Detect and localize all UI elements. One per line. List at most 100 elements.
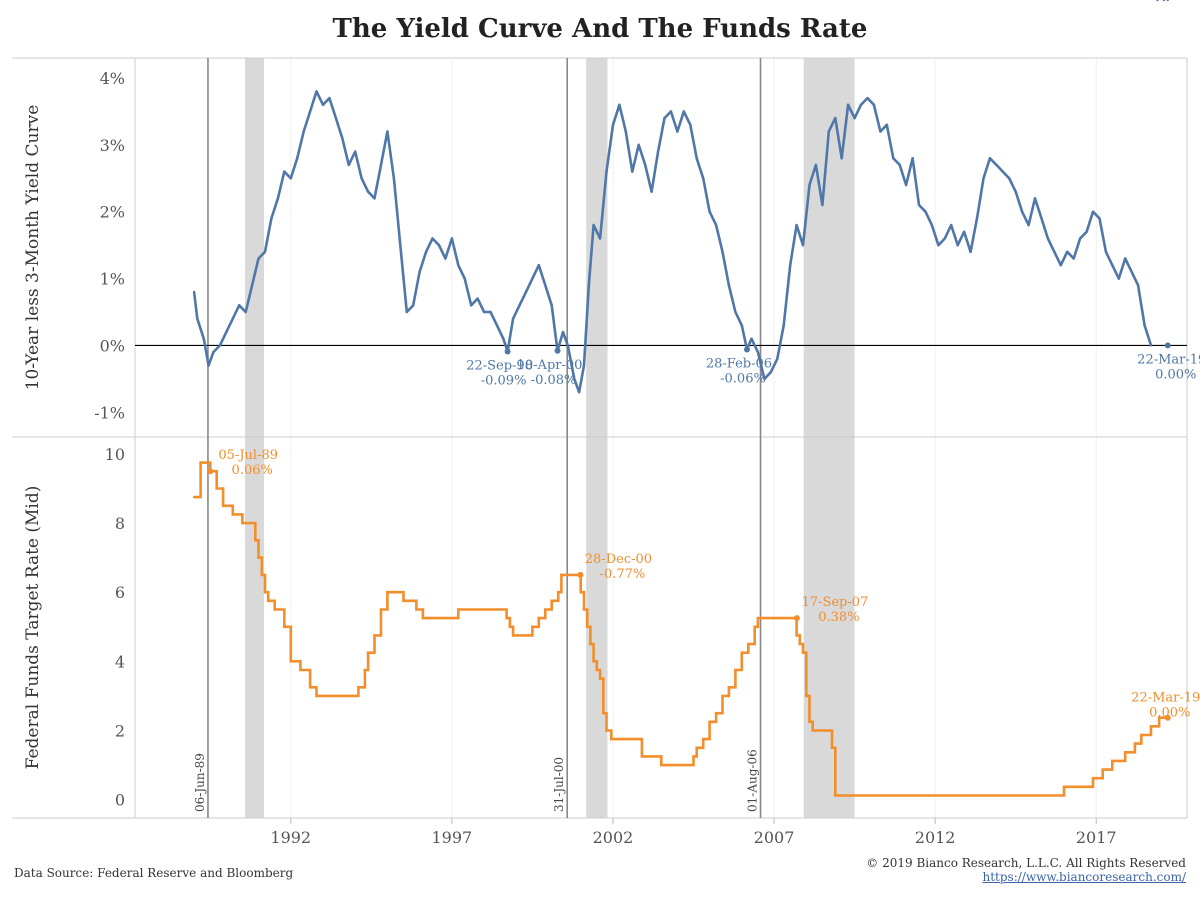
funds-rate-step-47 [610,737,613,741]
funds-rate-step-58 [740,651,744,654]
funds-rate-step-3 [215,487,218,490]
bottom-y-tick-label-3: 6 [115,583,125,602]
yield-curve-point-64 [587,284,590,287]
yield-curve-point-150 [1136,284,1140,287]
yield-curve-point-137 [1053,250,1056,254]
bottom-annotation-value-1: -0.77% [600,567,646,582]
bottom-annotation-dot-1 [577,571,584,578]
website-link[interactable]: https://www.biancoresearch.com/ [982,870,1186,884]
x-tick-label-2017: 2017 [1076,828,1117,847]
yield-curve-point-131 [1014,190,1017,193]
top-annotation-value-1: -0.08% [531,373,577,388]
yield-curve-point-90 [750,337,753,340]
funds-rate-step-70 [834,794,837,797]
funds-rate-step-64 [801,651,805,654]
yield-curve-point-139 [1066,250,1069,254]
yield-curve-point-149 [1130,270,1133,274]
bottom-y-tick-label-0: 0 [115,791,125,810]
top-annotation-dot-2 [743,346,750,353]
x-tick-label-2002: 2002 [593,828,634,847]
bottom-y-axis-title: Federal Funds Target Rate (Mid) [23,486,43,770]
funds-rate-step-31 [511,634,515,637]
funds-rate-step-10 [263,591,267,594]
data-source-note: Data Source: Federal Reserve and Bloombe… [14,866,294,880]
yield-curve-point-38 [431,237,434,240]
funds-rate-step-51 [695,746,698,749]
funds-rate-step-25 [402,599,405,603]
yield-curve-point-100 [814,163,818,167]
yield-curve-point-81 [695,157,698,160]
yield-curve-point-40 [444,257,447,260]
funds-rate-step-52 [701,737,705,741]
yield-curve-point-14 [276,197,280,200]
top-y-tick-label-5: 4% [100,69,125,88]
yield-curve-point-133 [1027,223,1030,227]
yield-curve-point-136 [1046,237,1050,240]
yield-curve-point-135 [1040,217,1043,220]
yield-curve-point-108 [866,96,869,100]
yield-curve-point-18 [302,130,305,133]
funds-rate-step-21 [366,651,370,654]
chart-title: The Yield Curve And The Funds Rate [332,14,868,44]
yield-curve-point-24 [341,136,344,140]
funds-rate-step-24 [386,591,389,594]
yield-curve-point-153 [1156,0,1159,2]
yield-curve-point-99 [808,183,811,187]
bottom-annotation-date-2: 17-Sep-07 [802,595,869,610]
yield-curve-point-61 [573,377,576,381]
top-y-axis-title: 10-Year less 3-Month Yield Curve [23,105,43,391]
yield-curve-point-128 [995,163,998,167]
funds-rate-step-32 [531,625,534,628]
yield-curve-point-124 [969,250,972,254]
yield-curve-point-119 [937,243,940,247]
top-y-tick-label-3: 2% [100,203,125,222]
yield-curve-point-54 [531,277,534,280]
funds-rate-step-46 [605,729,608,732]
yield-curve-point-126 [982,177,985,180]
funds-rate-step-15 [299,668,302,672]
funds-rate-step-55 [721,694,724,698]
funds-rate-step-76 [1133,742,1137,745]
funds-rate-step-29 [505,616,508,620]
top-annotation-date-1: 10-Apr-00 [517,358,583,373]
top-annotation-dot-3 [1164,342,1171,349]
yield-curve-point-53 [524,290,528,294]
funds-rate-step-62 [795,634,798,637]
funds-rate-step-30 [508,625,512,628]
funds-rate-step-5 [231,513,234,516]
yield-curve-point-57 [550,304,553,307]
yield-curve-point-140 [1072,257,1075,260]
yield-curve-point-120 [943,237,947,240]
yield-curve-point-105 [846,103,850,106]
yield-curve-point-69 [618,103,621,106]
yield-curve-point-51 [511,317,515,320]
top-annotation-date-3: 22-Mar-19 [1137,352,1200,367]
funds-rate-step-57 [734,668,737,672]
yield-curve-point-123 [962,230,966,233]
x-tick-label-1997: 1997 [431,828,472,847]
funds-rate-step-71 [1062,785,1066,789]
yield-curve-point-86 [727,284,731,287]
yield-curve-point-154 [1162,0,1166,2]
yield-curve-point-122 [956,243,959,247]
top-y-tick-label-0: -1% [94,403,125,422]
copyright-block: © 2019 Bianco Research, L.L.C. All Right… [866,856,1186,884]
funds-rate-step-41 [589,642,592,646]
yield-curve-point-106 [853,116,856,120]
yield-curve-point-41 [450,237,454,240]
bottom-annotation-dot-0 [207,468,214,475]
funds-rate-step-45 [602,712,605,715]
top-annotation-value-3: 0.00% [1155,367,1196,382]
funds-rate-step-56 [727,686,731,689]
funds-rate-step-40 [585,625,589,628]
yield-curve-point-68 [611,123,615,127]
yield-curve-point-116 [917,203,921,207]
yield-curve-point-104 [840,157,843,160]
yield-curve-point-73 [643,163,647,167]
funds-rate-step-4 [221,504,225,507]
yield-curve-point-55 [537,264,541,267]
yield-curve-point-34 [405,310,408,314]
yield-curve-point-87 [734,310,737,314]
yield-curve-point-82 [701,177,705,180]
x-tick-label-2007: 2007 [754,828,795,847]
